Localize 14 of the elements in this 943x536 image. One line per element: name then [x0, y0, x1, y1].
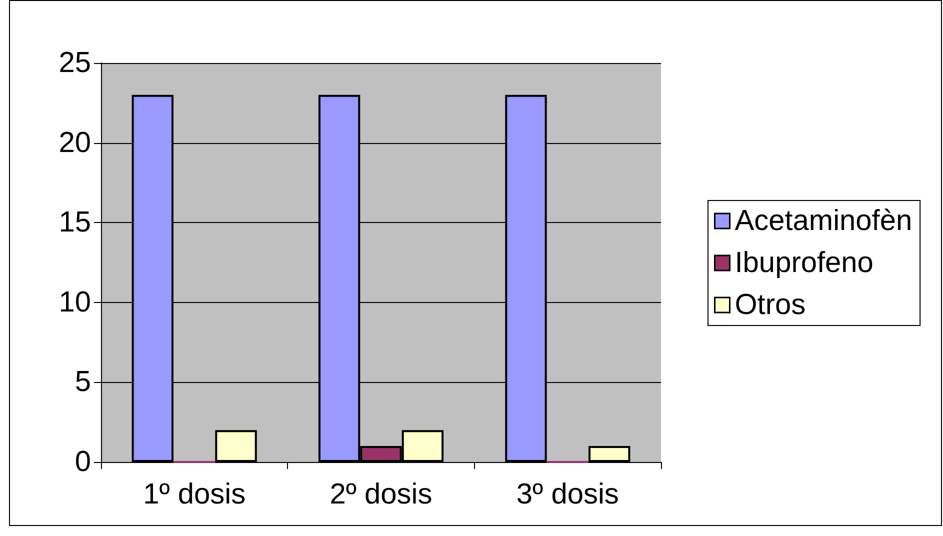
bar	[588, 446, 630, 462]
y-tick-label: 15	[58, 206, 91, 239]
y-tick-label: 10	[58, 286, 91, 318]
y-tick-label: 20	[58, 126, 91, 159]
legend-label: Acetaminofèn	[734, 205, 912, 237]
legend-label: Otros	[734, 289, 806, 321]
x-tick-label: 3º dosis	[516, 478, 619, 510]
y-tick-label: 25	[58, 47, 91, 79]
x-tick-label: 2º dosis	[330, 478, 432, 510]
y-tick-label: 0	[74, 446, 91, 478]
y-tick-label: 5	[74, 366, 91, 398]
bar	[215, 430, 257, 462]
x-tick-label: 1º dosis	[143, 478, 246, 510]
legend-label: Ibuprofeno	[734, 247, 874, 279]
